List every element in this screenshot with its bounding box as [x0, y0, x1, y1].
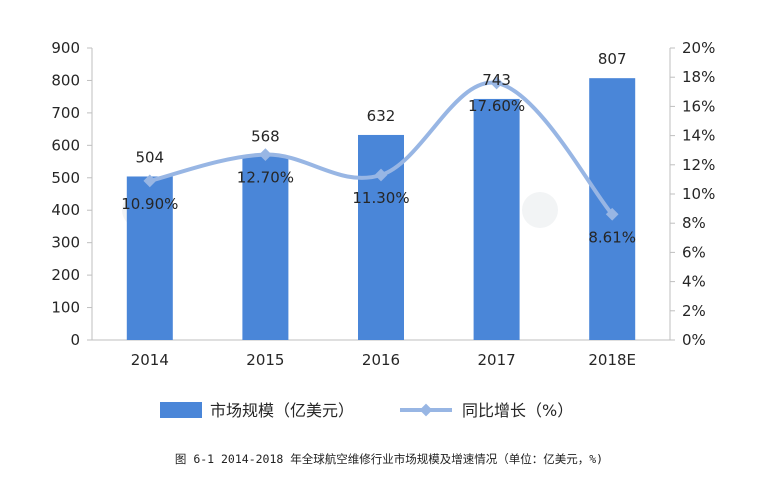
line-value-label: 8.61% [588, 228, 636, 246]
line-series [143, 76, 619, 221]
x-tick-label: 2014 [131, 351, 169, 369]
line-value-label: 17.60% [468, 97, 525, 115]
left-tick-label: 900 [51, 39, 80, 57]
right-tick-label: 4% [682, 273, 706, 291]
x-tick-label: 2016 [362, 351, 400, 369]
left-tick-label: 200 [51, 266, 80, 284]
right-tick-label: 0% [682, 331, 706, 349]
legend-line-label: 同比增长（%） [462, 401, 573, 420]
bar [126, 176, 173, 340]
line-point [374, 168, 388, 182]
bar-value-label: 504 [135, 148, 164, 166]
axes: 0 100 200 300 400 500 600 700 800 900 0% 2% 4% 6% 8% 10… [51, 39, 715, 369]
line-point [490, 76, 503, 90]
right-tick-label: 20% [682, 39, 715, 57]
x-tick-label: 2015 [246, 351, 284, 369]
x-tick-label: 2018E [588, 351, 636, 369]
bar-value-label: 568 [251, 128, 280, 146]
right-tick-label: 6% [682, 243, 706, 261]
right-tick-label: 12% [682, 156, 715, 174]
line-value-label: 10.90% [121, 195, 178, 213]
bar [242, 155, 289, 340]
right-tick-label: 14% [682, 127, 715, 145]
right-tick-label: 16% [682, 97, 715, 115]
left-tick-label: 0 [70, 331, 80, 349]
legend-bar-swatch [160, 402, 202, 418]
growth-line [147, 80, 615, 217]
bar-value-label: 632 [367, 107, 396, 125]
line-point [143, 174, 157, 188]
data-labels: 504 568 632 743 807 10.90% 12.70% 11.30% 17.60% 8… [121, 50, 636, 246]
legend: 市场规模（亿美元） 同比增长（%） [160, 401, 573, 420]
right-tick-label: 2% [682, 302, 706, 320]
line-value-label: 12.70% [237, 169, 294, 187]
figure-caption: 图 6-1 2014-2018 年全球航空维修行业市场规模及增速情况（单位：亿美… [174, 452, 604, 466]
left-tick-label: 300 [51, 234, 80, 252]
left-tick-label: 400 [51, 201, 80, 219]
left-tick-label: 700 [51, 104, 80, 122]
x-tick-label: 2017 [478, 351, 516, 369]
bar-value-label: 807 [598, 50, 627, 68]
left-tick-label: 600 [51, 136, 80, 154]
legend-bar-label: 市场规模（亿美元） [210, 401, 354, 420]
right-tick-label: 18% [682, 68, 715, 86]
legend-line-marker [419, 403, 433, 417]
left-tick-label: 500 [51, 169, 80, 187]
bar-value-label: 743 [482, 71, 511, 89]
right-tick-label: 8% [682, 214, 706, 232]
line-value-label: 11.30% [352, 189, 409, 207]
right-tick-label: 10% [682, 185, 715, 203]
left-tick-label: 800 [51, 71, 80, 89]
left-tick-label: 100 [51, 299, 80, 317]
line-point [259, 148, 272, 161]
bar [473, 98, 520, 340]
